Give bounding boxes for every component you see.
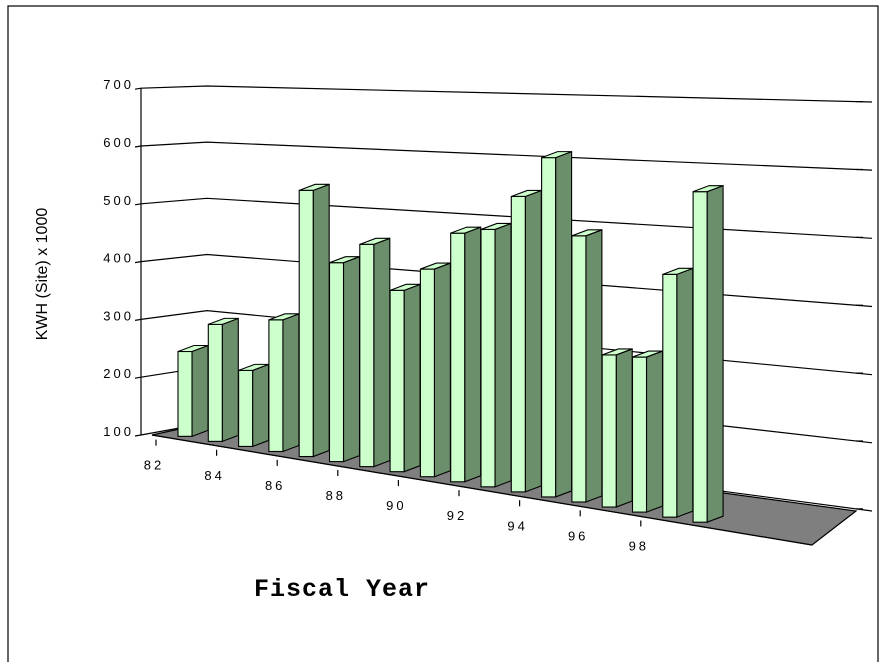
bar xyxy=(419,268,435,478)
x-tick-label: 88 xyxy=(326,488,346,503)
bar xyxy=(328,262,345,463)
bar xyxy=(268,319,284,453)
bar-top xyxy=(450,226,481,234)
bar xyxy=(510,195,526,493)
y-tick-label: 500 xyxy=(103,193,134,208)
bar-top xyxy=(602,348,633,356)
y-axis-title: KWH (Site) x 1000 xyxy=(34,208,51,341)
bar-side xyxy=(524,189,542,493)
bar-side xyxy=(342,255,361,463)
bar-top xyxy=(571,229,603,237)
bar-top xyxy=(692,185,724,193)
bar xyxy=(450,232,466,483)
bar-side xyxy=(585,229,603,503)
y-tick-label: 100 xyxy=(103,424,134,439)
bar-top xyxy=(299,183,330,191)
x-tick-label: 90 xyxy=(386,498,406,513)
x-tick-label: 98 xyxy=(629,538,649,553)
x-tick-label: 82 xyxy=(144,458,164,473)
bar-side xyxy=(373,237,391,468)
bar-side xyxy=(312,183,330,458)
bar xyxy=(298,189,314,458)
bar-top xyxy=(359,237,390,245)
y-tick-label: 600 xyxy=(103,135,134,150)
bar xyxy=(631,356,648,513)
bar xyxy=(601,354,617,508)
bar-side xyxy=(464,226,482,483)
y-tick-mark xyxy=(134,434,142,437)
y-tick-label: 700 xyxy=(103,77,134,92)
bar-side xyxy=(494,222,512,488)
bar xyxy=(692,191,708,523)
bar xyxy=(207,323,223,442)
bar-side xyxy=(282,313,300,453)
bar-side xyxy=(191,344,209,438)
bar-side xyxy=(645,350,664,513)
bar xyxy=(389,289,405,473)
bar xyxy=(662,273,678,518)
bar xyxy=(571,235,587,503)
y-tick-label: 300 xyxy=(103,308,134,323)
bar xyxy=(541,157,557,498)
x-tick-label: 94 xyxy=(507,518,527,533)
x-tick-label: 92 xyxy=(447,508,467,523)
x-tick-label: 84 xyxy=(204,468,224,483)
bar xyxy=(177,350,193,437)
bar xyxy=(480,228,496,488)
bar-side xyxy=(252,363,270,448)
bar-side xyxy=(615,348,633,508)
gridline xyxy=(140,253,873,308)
bar-side xyxy=(706,184,724,523)
y-tick-label: 400 xyxy=(103,251,134,266)
y-tick-mark xyxy=(134,145,142,148)
bar-side xyxy=(676,267,694,518)
y-tick-mark xyxy=(134,87,142,90)
x-axis-title: Fiscal Year xyxy=(254,575,430,604)
y-tick-mark xyxy=(134,203,142,206)
bar xyxy=(359,243,375,468)
bar xyxy=(238,369,254,447)
y-tick-mark xyxy=(134,376,142,379)
bar-side xyxy=(433,262,451,478)
x-tick-label: 86 xyxy=(265,478,285,493)
x-tick-label: 96 xyxy=(568,528,588,543)
bar-side xyxy=(221,317,239,443)
bar-top xyxy=(541,151,572,159)
bar-top xyxy=(208,317,239,325)
gridline xyxy=(140,197,873,239)
y-tick-mark xyxy=(134,318,142,321)
bar-side xyxy=(555,150,573,498)
y-tick-mark xyxy=(134,261,142,264)
y-tick-label: 200 xyxy=(103,366,134,381)
gridline xyxy=(140,141,873,171)
bar-side xyxy=(403,283,421,473)
gridline xyxy=(140,85,873,103)
